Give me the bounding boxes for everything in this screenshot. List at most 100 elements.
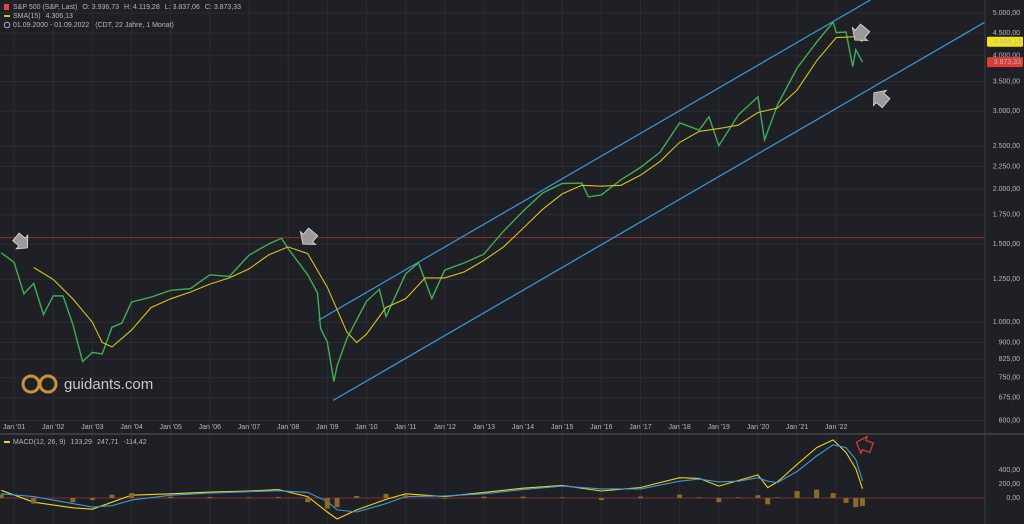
histogram-bar — [129, 493, 135, 499]
legend-label: S&P 500 (S&P, Last) — [13, 4, 77, 11]
histogram-bar — [794, 491, 800, 499]
ohlc-key: H: — [124, 4, 131, 11]
histogram-bar — [637, 496, 643, 499]
clock-icon — [3, 21, 11, 29]
histogram-bar — [334, 498, 340, 508]
ohlc-value: 3.837,06 — [173, 4, 200, 11]
y-tick-label: 4.500,00 — [993, 30, 1020, 37]
histogram-bar — [716, 498, 722, 503]
histogram-bar — [520, 496, 526, 499]
histogram-bar — [765, 498, 771, 505]
grid — [0, 0, 985, 524]
legend-value: 4.306,13 — [46, 13, 73, 20]
legend-label: SMA(15) — [13, 13, 41, 20]
logo — [38, 374, 58, 394]
x-tick-label: Jan '16 — [590, 424, 612, 431]
x-tick-label: Jan '15 — [551, 424, 573, 431]
histogram-bar — [814, 489, 820, 499]
histogram-bar — [775, 497, 781, 499]
histogram-bar — [853, 498, 859, 508]
range-note: (CDT, 22 Jahre, 1 Monat) — [95, 22, 174, 29]
y-tick-label: 750,00 — [999, 374, 1021, 381]
y-tick-label: 825,00 — [999, 356, 1021, 363]
legend-value: 247,71 — [97, 439, 119, 446]
y-tick-label: 1.500,00 — [993, 241, 1020, 248]
histogram-bar — [843, 498, 849, 503]
arrow-icon — [12, 232, 29, 250]
x-tick-label: Jan '14 — [512, 424, 534, 431]
watermark: guidants.com — [21, 374, 153, 394]
x-tick-label: Jan '07 — [238, 424, 260, 431]
x-tick-label: Jan '21 — [786, 424, 808, 431]
x-tick-label: Jan '11 — [395, 424, 417, 431]
legend-value: -114,42 — [123, 439, 146, 446]
channel-line — [317, 0, 871, 321]
arrows — [12, 23, 891, 456]
y-tick-label: 3.500,00 — [993, 78, 1020, 85]
ohlc-value: 4.119,28 — [133, 4, 160, 11]
y-tick-label: 5.000,00 — [993, 10, 1020, 17]
channel-line — [332, 21, 986, 401]
y-tick-label: 1.250,00 — [993, 276, 1020, 283]
arrow-icon — [873, 89, 891, 109]
date-range: 01.09.2000 - 01.09.2022 — [13, 22, 89, 29]
axis: 600,00 675,00 750,00 825,00 900,00 1.000,00 1.… — [3, 10, 1023, 502]
y-tick-label: 675,00 — [999, 395, 1021, 402]
y-tick-label: 2.250,00 — [993, 163, 1020, 170]
histogram-bar — [109, 494, 115, 499]
histogram-bar — [559, 497, 565, 499]
histogram-bar — [735, 497, 741, 499]
histogram-bar — [354, 495, 360, 499]
y-tick-label: 400,00 — [999, 467, 1021, 474]
legend-swatch — [4, 441, 10, 443]
histogram-bar — [324, 498, 330, 509]
legend: S&P 500 (S&P, Last) O: 3.936,73 H: 4.119,28 L… — [3, 4, 241, 446]
watermark-text: guidants.com — [64, 376, 153, 393]
plot — [0, 0, 986, 520]
histogram-bar — [383, 493, 389, 499]
x-tick-label: Jan '09 — [316, 424, 338, 431]
y-tick-label: 2.500,00 — [993, 143, 1020, 150]
arrow-icon — [855, 435, 874, 456]
histogram-bar — [246, 497, 252, 499]
y-tick-label: 200,00 — [999, 481, 1021, 488]
x-tick-label: Jan '10 — [355, 424, 377, 431]
ohlc-value: 3.936,73 — [92, 4, 119, 11]
histogram-bar — [859, 498, 865, 507]
x-tick-label: Jan '17 — [629, 424, 651, 431]
x-tick-label: Jan '04 — [120, 424, 142, 431]
y-tick-label: 1.750,00 — [993, 212, 1020, 219]
price-badge — [987, 57, 1023, 68]
histogram-bar — [442, 498, 448, 499]
ohlc-key: C: — [205, 4, 212, 11]
histogram-bar — [89, 498, 95, 501]
histogram-bar — [830, 493, 836, 499]
histogram-bar — [31, 498, 37, 504]
histogram-bar — [598, 498, 604, 501]
ohlc-value: 3.873,33 — [214, 4, 241, 11]
y-tick-label: 900,00 — [999, 339, 1021, 346]
x-tick-label: Jan '13 — [473, 424, 495, 431]
arrow-icon — [299, 227, 319, 245]
y-tick-label: 600,00 — [999, 417, 1021, 424]
x-tick-label: Jan '05 — [160, 424, 182, 431]
histogram-bar — [755, 495, 761, 499]
x-tick-label: Jan '18 — [668, 424, 690, 431]
histogram-bar — [0, 494, 4, 499]
x-tick-label: Jan '08 — [277, 424, 299, 431]
histogram-bar — [70, 498, 76, 503]
price-badge-label: 3.873,33 — [994, 59, 1021, 66]
legend-label: MACD(12, 26, 9) — [13, 439, 66, 446]
x-tick-label: Jan '02 — [42, 424, 64, 431]
x-tick-label: Jan '19 — [708, 424, 730, 431]
histogram-bar — [168, 496, 174, 499]
x-tick-label: Jan '01 — [3, 424, 25, 431]
arrow-icon — [851, 23, 871, 41]
x-tick-label: Jan '20 — [747, 424, 769, 431]
y-tick-label: 2.000,00 — [993, 186, 1020, 193]
series-line — [33, 36, 863, 348]
x-tick-label: Jan '22 — [825, 424, 847, 431]
histogram-bar — [305, 498, 311, 503]
